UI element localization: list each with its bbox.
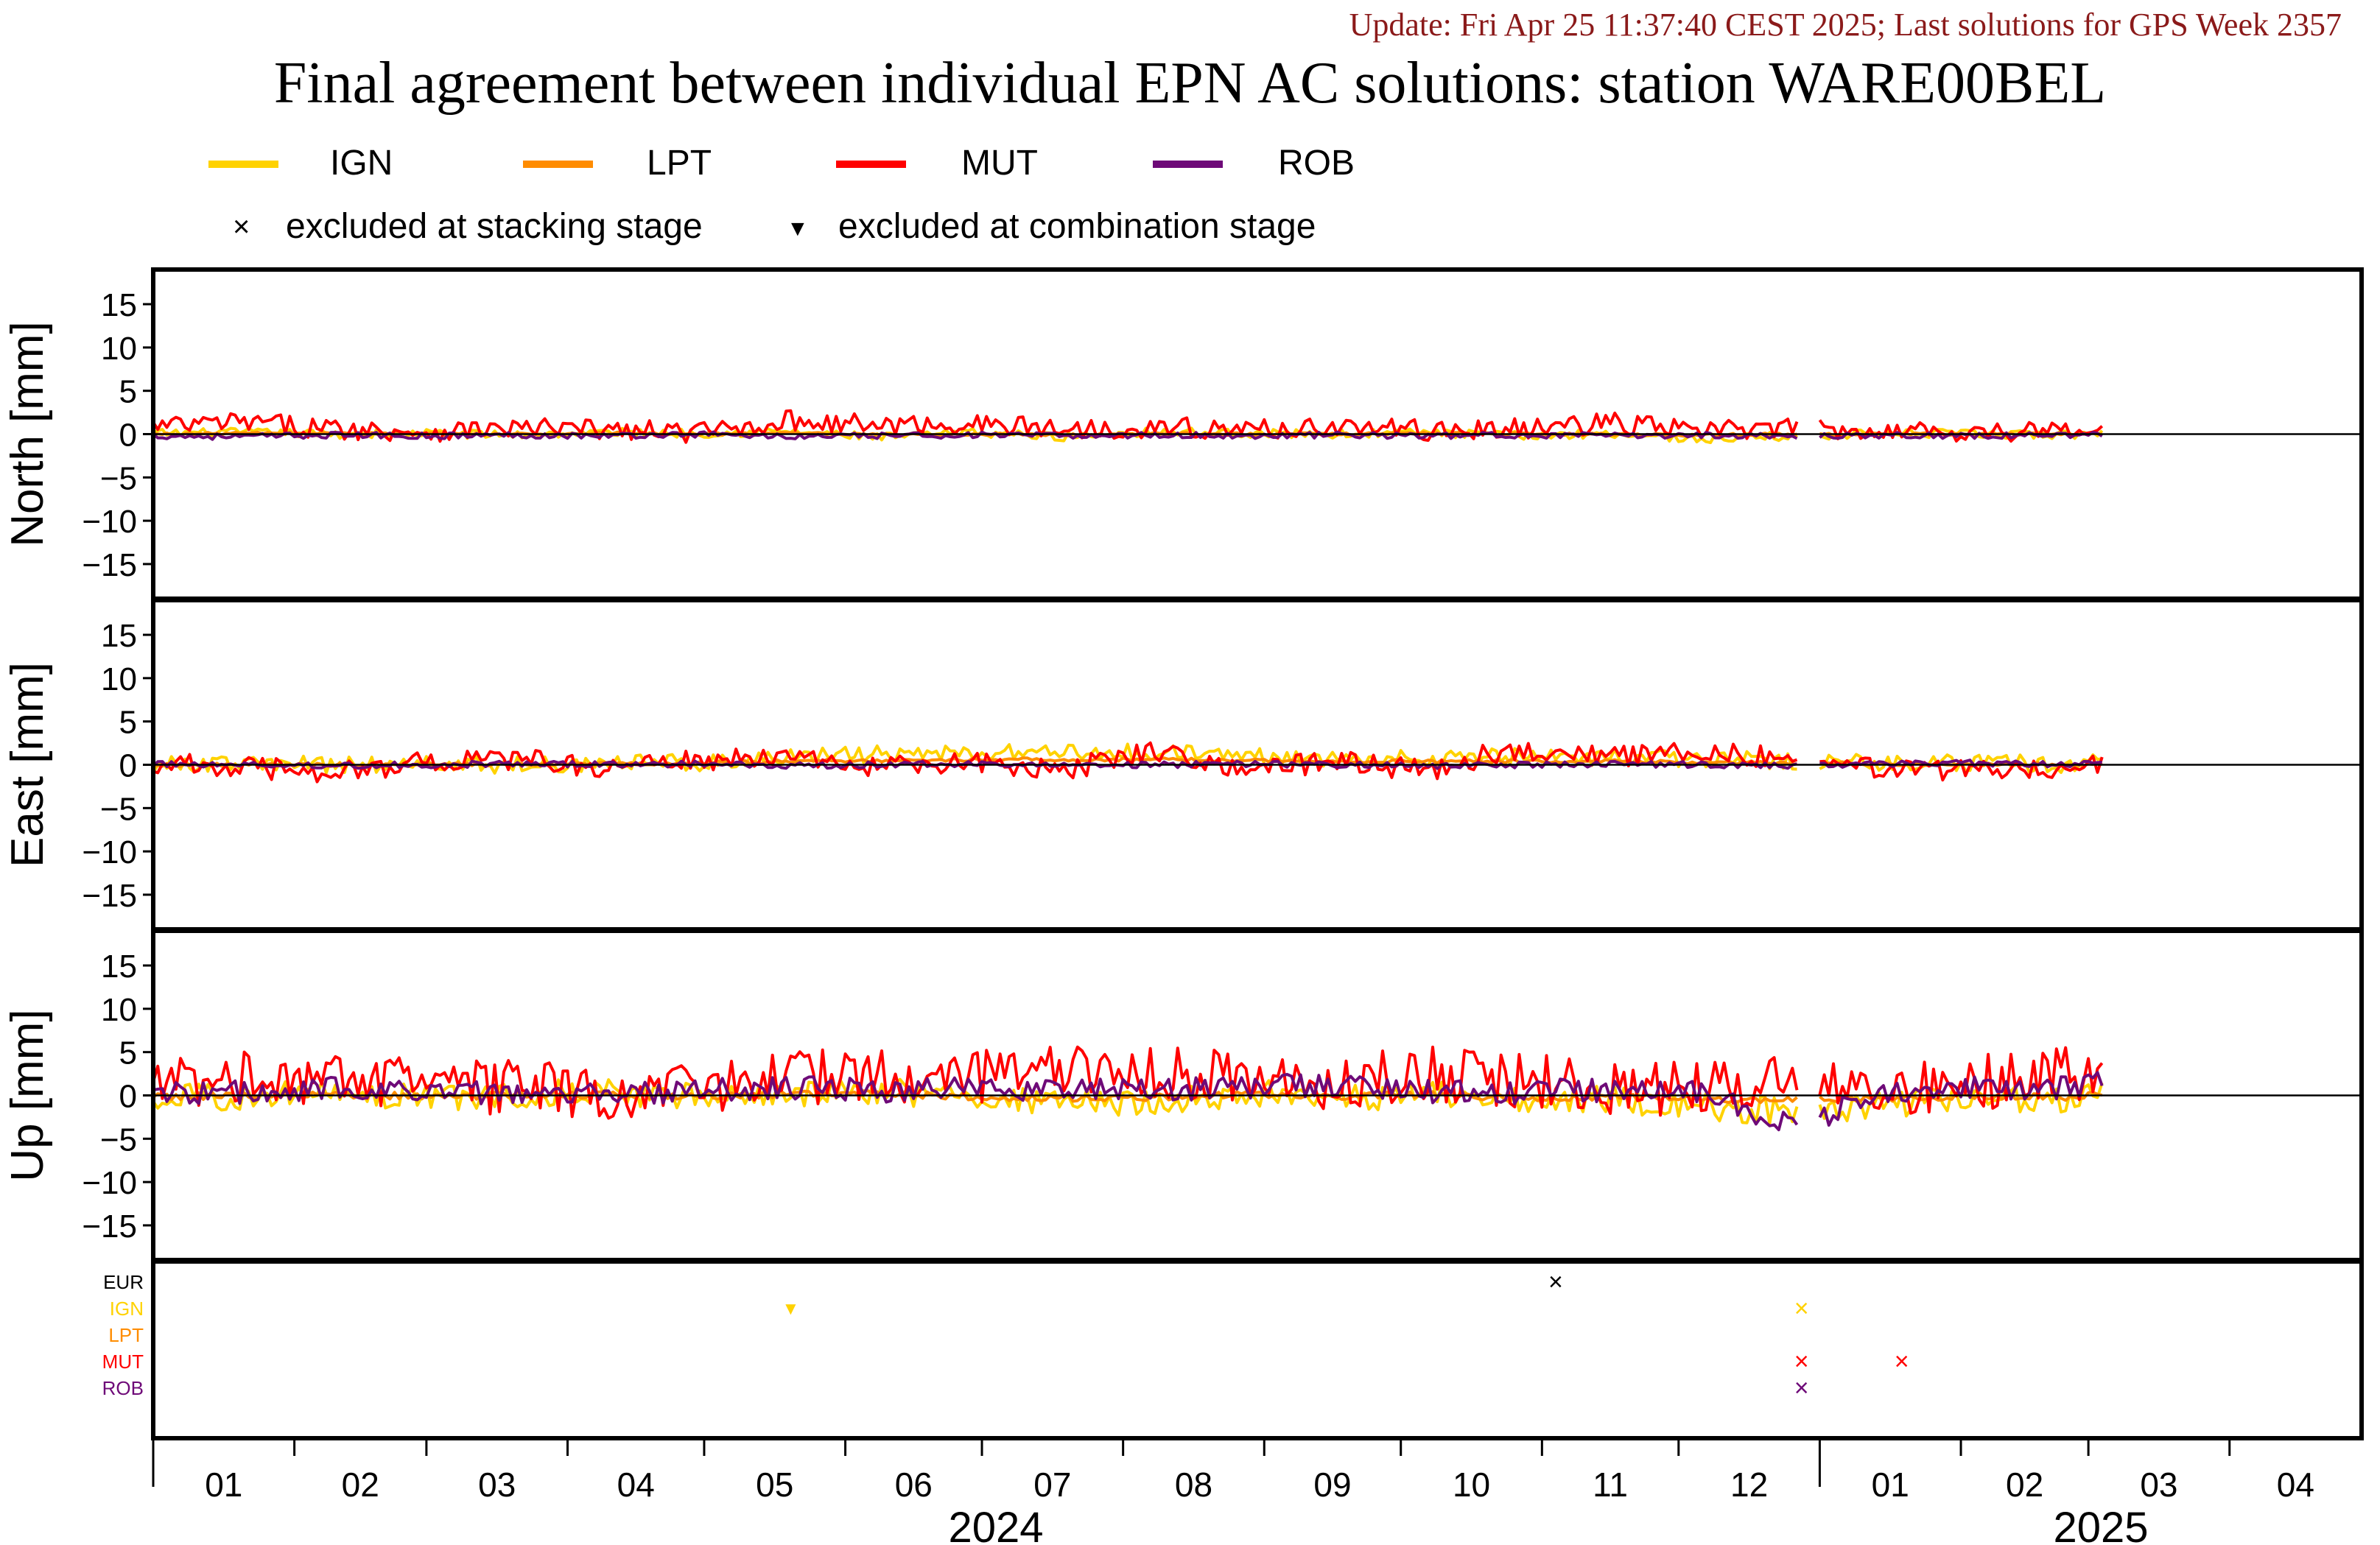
series-line-mut [152, 741, 1798, 784]
legend-label-rob: ROB [1278, 144, 1355, 183]
y-tick-label: 10 [101, 661, 137, 697]
exclusion-marker: × [1895, 1348, 1909, 1376]
exclusion-marker: × [1794, 1374, 1809, 1402]
panel-up: 15 10 5 0 −5 −10 −15 Up [mm] [2, 949, 2362, 1245]
x-month-label: 02 [342, 1465, 379, 1504]
exclusion-row-label: LPT [108, 1324, 144, 1346]
y-tick-label: 5 [119, 374, 137, 410]
update-timestamp: Update: Fri Apr 25 11:37:40 CEST 2025; L… [1349, 7, 2342, 43]
legend-swatch-rob [1153, 161, 1223, 168]
exclusion-marker: × [1794, 1348, 1809, 1376]
x-month-label: 12 [1730, 1465, 1768, 1504]
series-line-mut [1818, 419, 2104, 443]
cross-marker-icon: × [233, 211, 250, 243]
x-month-label: 04 [2277, 1465, 2314, 1504]
panel-north: 15 10 5 0 −5 −10 −15 North [mm] [2, 287, 2362, 583]
exclusion-row-label: EUR [103, 1271, 144, 1293]
legend-swatch-mut [836, 161, 906, 168]
y-tick-label: 10 [101, 992, 137, 1028]
legend-swatch-lpt [523, 161, 593, 168]
series-line-mut [1819, 754, 2104, 782]
legend-stacking-label: excluded at stacking stage [286, 207, 703, 246]
y-axis-label: North [mm] [2, 321, 53, 547]
exclusion-row-label: MUT [102, 1351, 144, 1373]
legend-label-mut: MUT [961, 144, 1038, 183]
x-month-label: 06 [895, 1465, 933, 1504]
x-month-label: 07 [1033, 1465, 1071, 1504]
series-line-ign [152, 426, 1798, 445]
x-month-label: 04 [617, 1465, 655, 1504]
panel-east: 15 10 5 0 −5 −10 −15 East [mm] [2, 618, 2362, 914]
y-tick-label: 0 [119, 1079, 137, 1115]
x-year-label: 2024 [948, 1504, 1043, 1545]
y-tick-label: −15 [82, 547, 137, 583]
y-axis-label: Up [mm] [2, 1009, 53, 1181]
y-tick-label: 15 [101, 949, 137, 985]
y-tick-label: −5 [100, 460, 137, 496]
legend: IGN LPT MUT ROB × excluded at stacking s… [0, 133, 2380, 258]
exclusion-row-label: ROB [102, 1377, 144, 1399]
series-line-mut [152, 1045, 1799, 1120]
x-month-label: 09 [1313, 1465, 1351, 1504]
legend-combination-label: excluded at combination stage [838, 207, 1316, 246]
y-tick-label: −10 [82, 834, 137, 870]
y-tick-label: 15 [101, 287, 137, 323]
y-tick-label: −5 [100, 791, 137, 827]
y-tick-label: 0 [119, 418, 137, 454]
exclusion-marker: × [1794, 1295, 1809, 1323]
exclusion-marker: × [1548, 1268, 1563, 1296]
x-month-label: 03 [478, 1465, 516, 1504]
legend-swatch-ign [208, 161, 278, 168]
y-tick-label: 5 [119, 705, 137, 741]
y-tick-label: −10 [82, 504, 137, 540]
triangle-marker-icon: ▼ [787, 217, 809, 241]
legend-label-ign: IGN [330, 144, 393, 183]
y-tick-label: 0 [119, 748, 137, 784]
x-month-label: 01 [1872, 1465, 1909, 1504]
y-tick-label: 5 [119, 1035, 137, 1071]
exclusion-row-label: IGN [110, 1298, 144, 1320]
y-axis-label: East [mm] [2, 662, 53, 867]
y-tick-label: 10 [101, 331, 137, 367]
chart-title: Final agreement between individual EPN A… [273, 51, 2107, 116]
x-month-label: 03 [2140, 1465, 2177, 1504]
x-month-label: 08 [1175, 1465, 1212, 1504]
x-month-label: 02 [2006, 1465, 2043, 1504]
y-tick-label: −15 [82, 878, 137, 914]
y-tick-label: 15 [101, 618, 137, 654]
x-year-label: 2025 [2053, 1504, 2148, 1545]
x-month-label: 10 [1453, 1465, 1490, 1504]
x-month-label: 11 [1593, 1465, 1628, 1504]
x-month-label: 05 [756, 1465, 793, 1504]
y-tick-label: −5 [100, 1122, 137, 1158]
exclusion-marker: ▼ [782, 1299, 800, 1319]
legend-label-lpt: LPT [647, 144, 712, 183]
y-tick-label: −15 [82, 1208, 137, 1245]
series-line-mut [1818, 1046, 2104, 1115]
series-line-rob [1818, 1071, 2104, 1127]
x-month-label: 01 [205, 1465, 242, 1504]
y-tick-label: −10 [82, 1165, 137, 1201]
panel-frame [151, 1259, 2364, 1440]
